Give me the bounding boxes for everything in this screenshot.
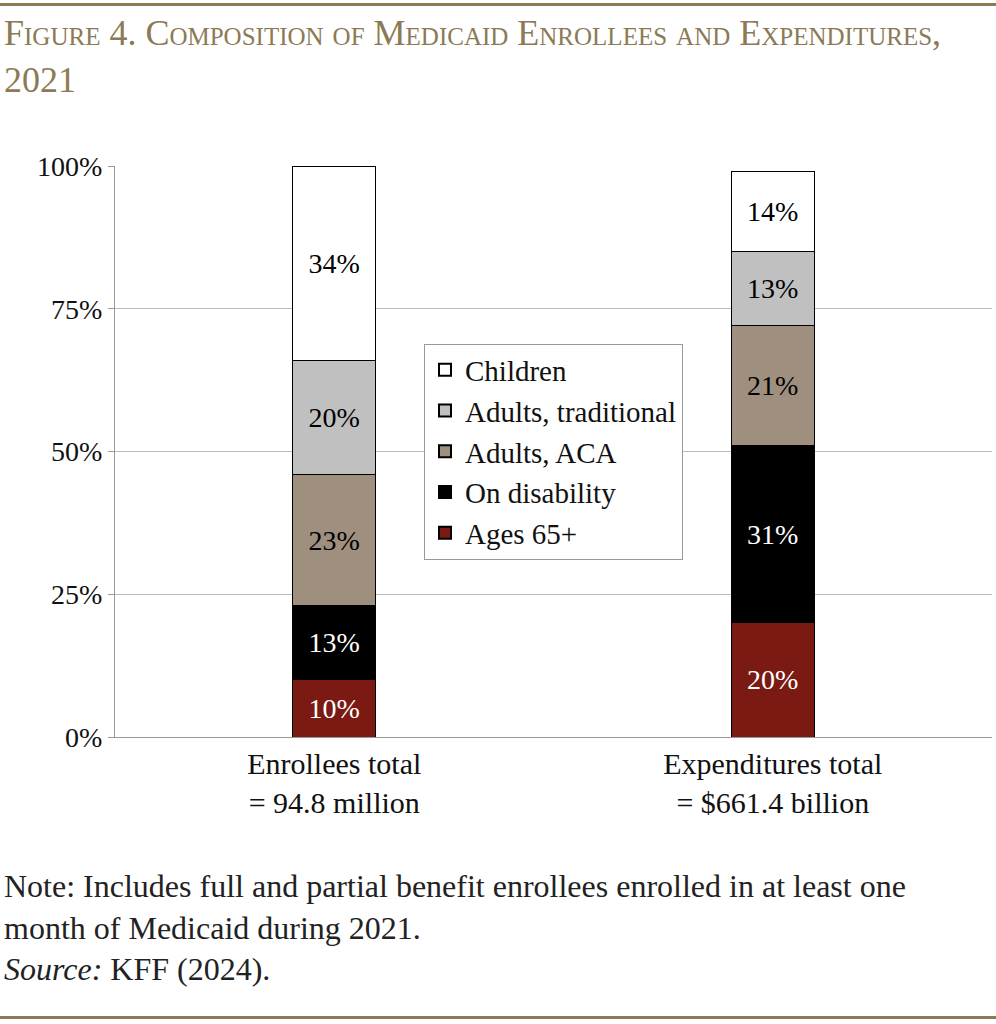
svg-text:10%: 10% bbox=[309, 693, 360, 724]
svg-text:Adults, ACA: Adults, ACA bbox=[465, 437, 617, 469]
svg-text:13%: 13% bbox=[747, 273, 798, 304]
svg-text:0%: 0% bbox=[65, 722, 102, 753]
html-text:Figure 4. Composition of Medic: Figure 4. Composition of Medicaid Enroll… bbox=[4, 13, 942, 100]
svg-text:100%: 100% bbox=[37, 151, 102, 182]
svg-text:31%: 31% bbox=[747, 519, 798, 550]
svg-text:Ages 65+: Ages 65+ bbox=[465, 518, 577, 550]
html-text:Source: KFF (2024).: Source: KFF (2024). bbox=[4, 951, 271, 988]
svg-text:50%: 50% bbox=[51, 436, 102, 467]
svg-text:14%: 14% bbox=[747, 196, 798, 227]
svg-text:Expenditures total= $661.4 bil: Expenditures total= $661.4 billion bbox=[663, 747, 882, 819]
svg-text:On disability: On disability bbox=[465, 477, 616, 509]
svg-text:21%: 21% bbox=[747, 370, 798, 401]
svg-text:25%: 25% bbox=[51, 579, 102, 610]
svg-text:Enrollees total= 94.8 million: Enrollees total= 94.8 million bbox=[247, 747, 421, 819]
svg-text:23%: 23% bbox=[309, 525, 360, 556]
svg-text:13%: 13% bbox=[309, 627, 360, 658]
svg-text:34%: 34% bbox=[309, 248, 360, 279]
svg-text:20%: 20% bbox=[309, 402, 360, 433]
svg-text:20%: 20% bbox=[747, 664, 798, 695]
html-text:Note: Includes full and partia: Note: Includes full and partial benefit … bbox=[4, 868, 906, 946]
svg-text:75%: 75% bbox=[51, 294, 102, 325]
svg-text:Children: Children bbox=[465, 355, 567, 387]
svg-text:Adults, traditional: Adults, traditional bbox=[465, 396, 676, 428]
